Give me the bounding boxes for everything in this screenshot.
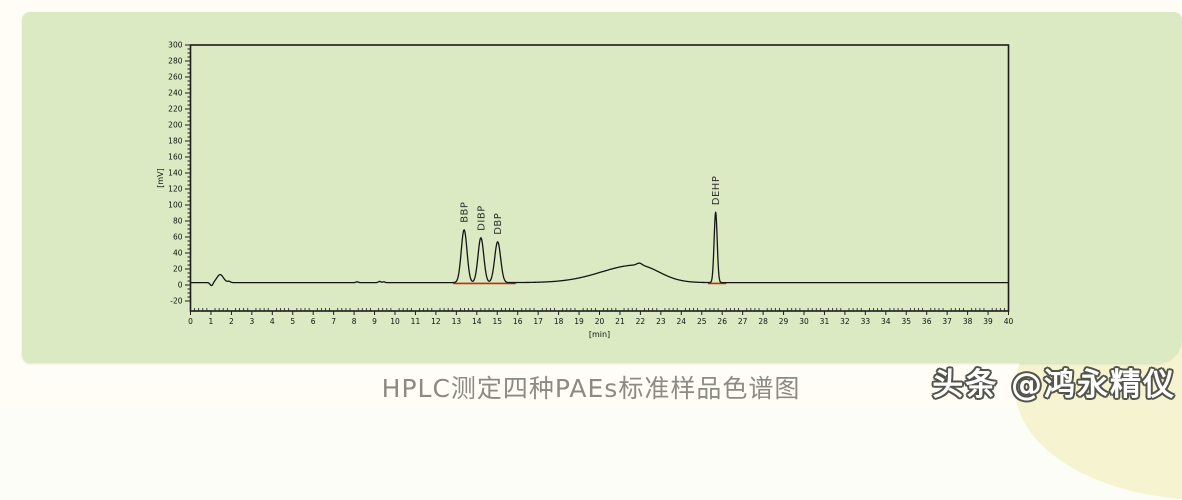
svg-text:35: 35 [901, 317, 911, 326]
svg-text:80: 80 [173, 217, 183, 226]
chromatogram-chart: -200204060801001201401601802002202402602… [156, 41, 1013, 339]
svg-text:25: 25 [697, 317, 707, 326]
svg-text:240: 240 [168, 89, 183, 98]
svg-text:36: 36 [922, 317, 932, 326]
x-axis-title: [min] [589, 330, 610, 339]
svg-text:39: 39 [983, 317, 993, 326]
svg-text:14: 14 [472, 317, 482, 326]
svg-text:300: 300 [168, 41, 183, 50]
svg-text:280: 280 [168, 57, 183, 66]
svg-text:23: 23 [656, 317, 666, 326]
svg-text:16: 16 [513, 317, 523, 326]
svg-text:260: 260 [168, 73, 183, 82]
svg-text:9: 9 [372, 317, 377, 326]
svg-text:12: 12 [431, 317, 441, 326]
svg-text:32: 32 [840, 317, 850, 326]
svg-text:5: 5 [290, 317, 295, 326]
svg-text:27: 27 [738, 317, 748, 326]
y-axis-title: [mV] [156, 168, 165, 188]
figure-page: -20 0 20 40 60 80 100 120 140 160 180 200 220 240 260 2… [22, 12, 1182, 500]
svg-text:17: 17 [533, 317, 543, 326]
svg-text:30: 30 [799, 317, 809, 326]
chromatogram-trace [190, 211, 1009, 287]
svg-text:26: 26 [717, 317, 727, 326]
svg-text:33: 33 [861, 317, 871, 326]
svg-text:37: 37 [942, 317, 952, 326]
svg-text:11: 11 [411, 317, 421, 326]
svg-text:220: 220 [168, 105, 183, 114]
svg-text:0: 0 [178, 281, 183, 290]
svg-text:140: 140 [168, 169, 183, 178]
svg-text:180: 180 [168, 137, 183, 146]
svg-text:18: 18 [554, 317, 564, 326]
svg-text:40: 40 [1004, 317, 1014, 326]
svg-text:15: 15 [492, 317, 502, 326]
peak-label-dibp: DIBP [476, 205, 487, 231]
watermark: 头条 @鸿永精仪 [932, 367, 1176, 403]
x-axis-ticks: 0 1 2 3 4 5 6 7 8 9 10 11 12 13 14 15 16 17 18 19 20 21 22 23 24… [188, 308, 1013, 326]
svg-text:29: 29 [779, 317, 789, 326]
svg-text:38: 38 [963, 317, 973, 326]
peak-labels: BBP DIBP DBP DEHP [460, 176, 723, 235]
svg-text:34: 34 [881, 317, 891, 326]
svg-text:7: 7 [331, 317, 336, 326]
svg-text:19: 19 [574, 317, 584, 326]
svg-text:0: 0 [188, 317, 193, 326]
svg-text:2: 2 [229, 317, 234, 326]
svg-text:21: 21 [615, 317, 625, 326]
svg-text:24: 24 [677, 317, 687, 326]
svg-text:1: 1 [209, 317, 214, 326]
svg-text:8: 8 [352, 317, 357, 326]
svg-text:200: 200 [168, 121, 183, 130]
peak-label-dbp: DBP [493, 213, 504, 235]
svg-text:60: 60 [173, 233, 183, 242]
svg-text:100: 100 [168, 201, 183, 210]
y-axis-ticks: -20 0 20 40 60 80 100 120 140 160 180 200 220 240 260 2… [168, 41, 191, 306]
svg-text:13: 13 [452, 317, 462, 326]
chromatogram-panel: -20 0 20 40 60 80 100 120 140 160 180 200 220 240 260 2… [22, 12, 1182, 363]
svg-text:120: 120 [168, 185, 183, 194]
svg-text:22: 22 [636, 317, 646, 326]
peak-label-dehp: DEHP [711, 176, 722, 206]
svg-text:6: 6 [311, 317, 316, 326]
svg-text:20: 20 [173, 265, 183, 274]
peak-label-bbp: BBP [460, 202, 471, 223]
svg-text:-20: -20 [170, 297, 182, 306]
figure-caption: HPLC测定四种PAEs标准样品色谱图 [381, 374, 801, 403]
svg-text:31: 31 [820, 317, 830, 326]
svg-text:10: 10 [390, 317, 400, 326]
svg-text:40: 40 [173, 249, 183, 258]
svg-text:28: 28 [758, 317, 768, 326]
svg-text:160: 160 [168, 153, 183, 162]
axes [189, 44, 1010, 312]
svg-text:3: 3 [249, 317, 254, 326]
svg-text:4: 4 [270, 317, 275, 326]
svg-text:20: 20 [595, 317, 605, 326]
